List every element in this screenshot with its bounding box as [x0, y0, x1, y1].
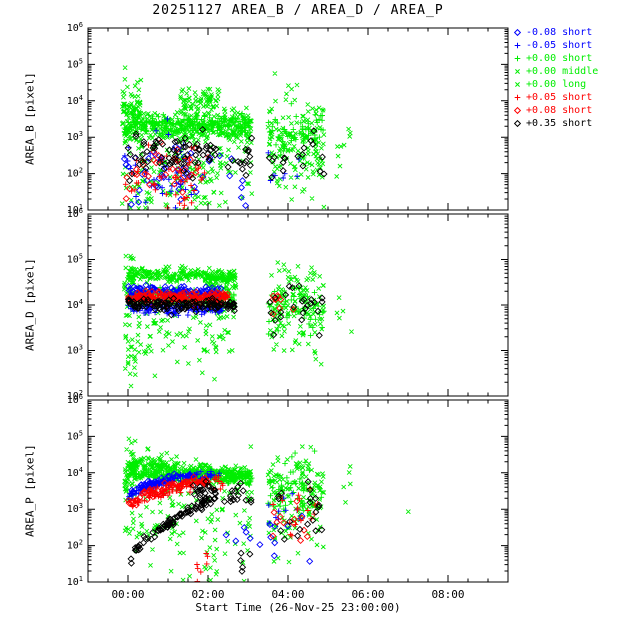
y-tick-label: 102 [67, 167, 83, 180]
legend-item: -0.08 short [511, 26, 598, 39]
legend-symbol-diamond-icon [513, 119, 522, 128]
y-tick-label: 103 [67, 130, 83, 143]
y-axis-label-area-d: AREA_D [pixel] [23, 258, 37, 352]
legend-label: +0.35 short [526, 118, 593, 129]
x-tick-label: 00:00 [111, 588, 144, 601]
legend-label: -0.08 short [526, 27, 593, 38]
y-tick-label: 105 [67, 429, 83, 442]
x-tick-label: 04:00 [271, 588, 304, 601]
series-+0.35-short [127, 477, 326, 575]
panel-2: 101 102 103 104 105 106 00:00 02:00 04:00 06:00 08… [67, 393, 509, 601]
y-tick-label: 104 [67, 298, 83, 311]
legend-label: +0.00 long [526, 79, 587, 90]
legend-item: +0.00 short [511, 52, 598, 65]
legend-symbol-plus-icon [514, 94, 521, 101]
chart-title: 20251127 AREA_B / AREA_D / AREA_P [152, 3, 444, 18]
legend-label: +0.00 middle [526, 66, 599, 77]
y-tick-label: 103 [67, 344, 83, 357]
legend-item: +0.00 long [511, 78, 598, 91]
data-points [121, 253, 354, 389]
y-tick-label: 102 [67, 539, 83, 552]
y-tick-label: 101 [67, 575, 83, 588]
y-tick-label: 105 [67, 57, 83, 70]
legend-item: +0.00 middle [511, 65, 598, 78]
y-tick-label: 104 [67, 94, 83, 107]
legend-item: +0.08 short [511, 104, 598, 117]
legend-symbol-diamond-icon [513, 106, 522, 115]
legend-item: +0.05 short [511, 91, 598, 104]
y-tick-label: 102 [67, 389, 83, 402]
panel-1: 102 103 104 105 106 [67, 207, 509, 402]
y-tick-label: 106 [67, 393, 83, 406]
data-points [119, 65, 353, 210]
y-tick-label: 106 [67, 207, 83, 220]
y-tick-labels: 101 102 103 104 105 106 [67, 21, 83, 216]
panel-axes [87, 213, 509, 397]
legend: -0.08 short -0.05 short +0.00 short +0.00 m… [511, 26, 598, 130]
y-tick-label: 104 [67, 466, 83, 479]
legend-label: +0.05 short [526, 92, 593, 103]
x-tick-label: 08:00 [431, 588, 464, 601]
x-tick-labels: 00:00 02:00 04:00 06:00 08:00 [111, 588, 464, 601]
legend-item: +0.35 short [511, 117, 598, 130]
legend-symbol-plus-icon [514, 42, 521, 49]
series-+0.35-short [124, 282, 326, 339]
y-axis-label-area-p: AREA_P [pixel] [23, 444, 37, 538]
y-tick-labels: 101 102 103 104 105 106 [67, 393, 83, 588]
x-axis-label: Start Time (26-Nov-25 23:00:00) [195, 601, 401, 614]
x-tick-label: 06:00 [351, 588, 384, 601]
series-+0.35-short [124, 125, 328, 185]
legend-label: +0.08 short [526, 105, 593, 116]
series-+0.08-short [125, 473, 311, 545]
y-tick-label: 105 [67, 253, 83, 266]
legend-symbol-cross-icon [515, 69, 520, 74]
y-tick-label: 101 [67, 203, 83, 216]
legend-symbol-plus-icon [514, 55, 521, 62]
y-tick-label: 103 [67, 502, 83, 515]
legend-item: -0.05 short [511, 39, 598, 52]
legend-label: +0.00 short [526, 53, 593, 64]
panel-0: 101 102 103 104 105 106 [67, 21, 509, 216]
y-tick-labels: 102 103 104 105 106 [67, 207, 83, 402]
y-tick-label: 106 [67, 21, 83, 34]
data-points [122, 436, 411, 582]
series-+0.00-short [121, 100, 326, 161]
x-tick-label: 02:00 [191, 588, 224, 601]
legend-symbol-diamond-icon [513, 28, 522, 37]
panel-axes [87, 399, 509, 583]
panel-axes [87, 27, 509, 211]
y-axis-label-area-b: AREA_B [pixel] [23, 72, 37, 166]
legend-label: -0.05 short [526, 40, 593, 51]
legend-symbol-cross-icon [515, 82, 520, 87]
